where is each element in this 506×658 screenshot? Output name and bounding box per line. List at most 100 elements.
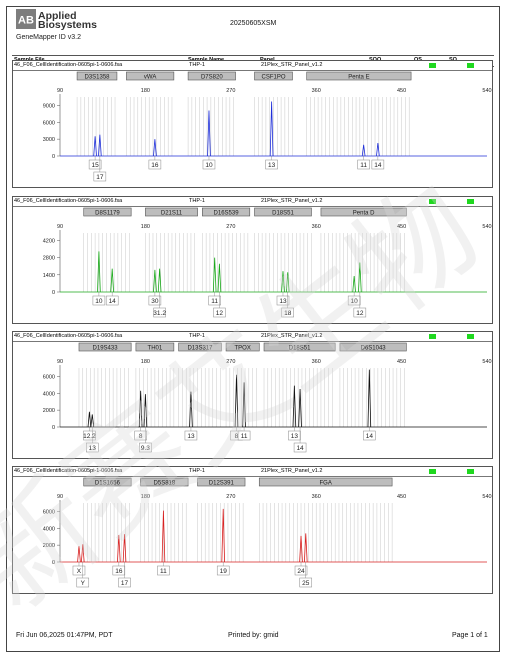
logo-text: AB — [18, 15, 34, 27]
peak — [117, 535, 121, 563]
peak — [269, 101, 274, 157]
peak — [298, 389, 302, 428]
y-tick-label: 9000 — [43, 103, 55, 109]
locus-box — [339, 342, 407, 352]
locus-box — [202, 207, 251, 217]
allele-label: 11 — [160, 568, 167, 575]
allele-box — [294, 565, 308, 576]
allele-box — [357, 159, 370, 170]
x-tick-label: 270 — [226, 88, 235, 94]
peak — [98, 134, 102, 157]
allele-label: 13 — [89, 445, 97, 452]
locus-box — [197, 477, 246, 487]
peak — [157, 268, 162, 293]
allele-box — [86, 442, 99, 453]
y-tick-label: 6000 — [43, 374, 55, 380]
locus-box — [126, 71, 175, 81]
peak — [138, 390, 143, 428]
y-tick-label: 3000 — [43, 137, 55, 143]
y-tick-label: 0 — [52, 154, 55, 160]
electropherogram-chart: D19S433 TH01 D13S317 TPOX D18S51 D6S1043 90 180… — [43, 342, 492, 453]
y-tick-label: 4000 — [43, 526, 55, 532]
locus-box — [263, 342, 336, 352]
locus-label: D8S1179 — [95, 210, 120, 216]
allele-label: 13 — [279, 298, 287, 305]
allele-box — [293, 442, 307, 453]
locus-box — [140, 477, 189, 487]
peak — [87, 411, 92, 428]
locus-box — [225, 342, 260, 352]
locus-label: D18S51 — [272, 210, 294, 216]
allele-box — [148, 159, 162, 170]
allele-label: 14 — [366, 433, 374, 440]
quality-flag-icon — [429, 469, 436, 474]
locus-label: TPOX — [234, 345, 250, 351]
sample-panel: 46_F06_CellIdentification-0605pi-1-0606.… — [12, 60, 493, 188]
sample-file: 46_F06_CellIdentification-0605pi-1-0606.… — [14, 333, 123, 339]
allele-label: 9.3 — [141, 445, 150, 452]
allele-box — [202, 159, 216, 170]
sample-name: THP-1 — [189, 468, 205, 474]
locus-label: D18S51 — [289, 345, 311, 351]
allele-box — [208, 295, 221, 306]
allele-label: 10 — [95, 298, 103, 305]
x-tick-label: 90 — [57, 359, 63, 365]
locus-label: D21S11 — [161, 210, 183, 216]
allele-box — [371, 159, 385, 170]
electropherogram-chart: D3S1358 vWA D7S820 CSF1PO Penta E 90 180 270 360… — [43, 71, 492, 182]
allele-box — [157, 565, 170, 576]
allele-label: 30 — [151, 298, 159, 305]
allele-label: 17 — [96, 174, 104, 181]
allele-label: 17 — [121, 580, 129, 587]
locus-label: D13S317 — [187, 345, 213, 351]
allele-box — [92, 295, 106, 306]
allele-label: 12 — [356, 310, 364, 317]
peak — [207, 110, 211, 157]
peak — [110, 268, 114, 293]
x-tick-label: 450 — [397, 224, 406, 230]
sample-panel: 46_F06_CellIdentification-0605pi-1-0606.… — [12, 466, 493, 594]
allele-label: 13 — [291, 433, 299, 440]
peak — [221, 508, 226, 563]
peak — [77, 545, 81, 563]
x-tick-label: 450 — [397, 359, 406, 365]
allele-label: 14 — [296, 445, 304, 452]
allele-label: Y — [81, 580, 86, 587]
sample-name: THP-1 — [189, 62, 205, 68]
allele-box — [76, 577, 90, 588]
allele-label: 13 — [187, 433, 195, 440]
allele-box — [353, 307, 367, 318]
locus-label: Penta D — [353, 210, 375, 216]
peak — [212, 257, 217, 293]
allele-label: X — [77, 568, 82, 575]
locus-box — [178, 342, 222, 352]
allele-box — [237, 430, 251, 441]
y-tick-label: 2000 — [43, 543, 55, 549]
peak — [90, 414, 95, 428]
peak — [285, 272, 290, 293]
quality-flag-icon — [429, 334, 436, 339]
peak — [93, 136, 97, 157]
allele-label: 8 — [139, 433, 143, 440]
locus-box — [258, 477, 393, 487]
allele-label: 11 — [211, 298, 218, 305]
allele-box — [347, 295, 361, 306]
page-border — [6, 6, 500, 652]
locus-box — [135, 342, 175, 352]
panel-name: 21Plex_STR_Panel_v1.2 — [261, 468, 323, 474]
allele-label: 19 — [220, 568, 228, 575]
peak — [376, 143, 380, 157]
allele-box — [265, 159, 278, 170]
quality-flag-icon — [467, 469, 474, 474]
allele-box — [153, 307, 166, 318]
peak — [153, 269, 157, 293]
allele-label: 12.2 — [83, 433, 96, 440]
allele-box — [118, 577, 131, 588]
footer-date: Fri Jun 06,2025 01:47PM, PDT — [16, 632, 113, 639]
y-tick-label: 4000 — [43, 391, 55, 397]
peak — [189, 391, 193, 428]
locus-box — [306, 71, 412, 81]
allele-label: 10 — [205, 162, 213, 169]
x-tick-label: 450 — [397, 88, 406, 94]
brand-line1: Applied — [38, 10, 77, 22]
